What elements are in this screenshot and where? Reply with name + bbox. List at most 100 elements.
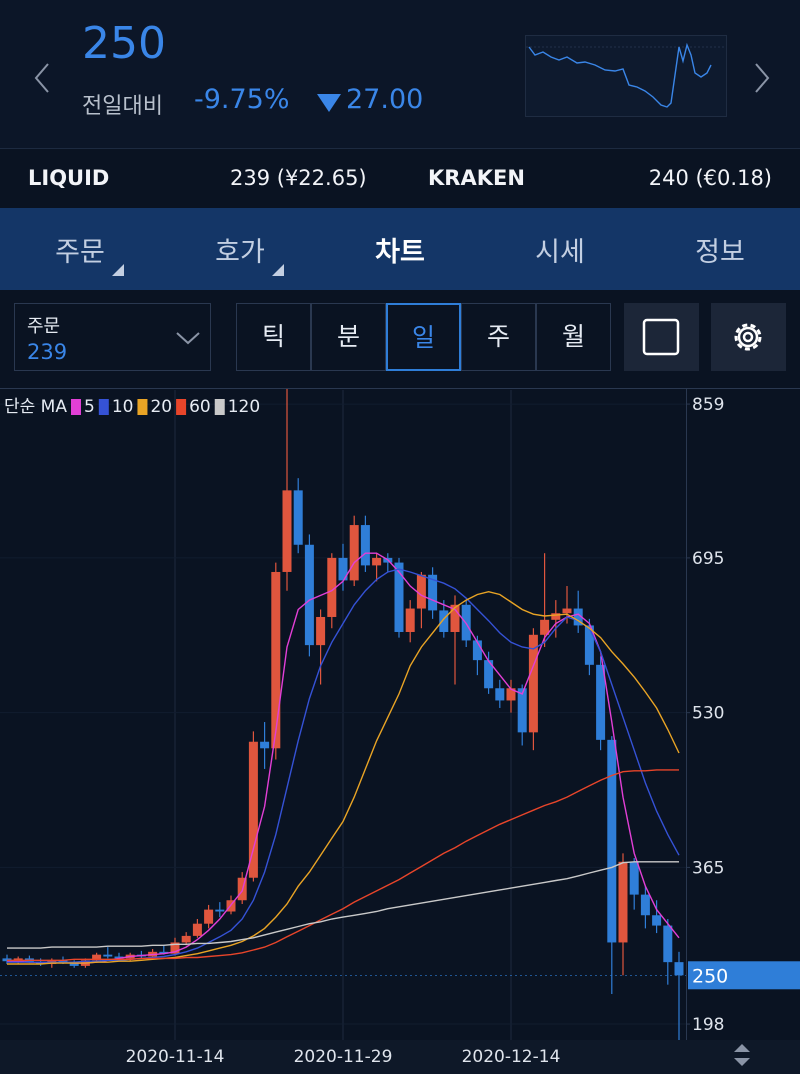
tab-corner [112, 264, 124, 276]
prev-arrow[interactable] [30, 60, 54, 96]
legend-swatch [176, 399, 187, 415]
gear-icon [734, 323, 762, 351]
period-button[interactable]: 주 [461, 303, 536, 371]
legend-swatch [137, 399, 148, 415]
candle-body [271, 571, 281, 749]
period-button[interactable]: 틱 [236, 303, 311, 371]
candle-body [372, 557, 382, 566]
sparkline [525, 35, 727, 117]
candle-body [596, 664, 606, 740]
tab[interactable]: 시세 [535, 237, 585, 268]
legend-label: 20 [150, 397, 172, 417]
legend-swatch [70, 399, 81, 415]
candle-body [204, 909, 214, 924]
down-triangle [317, 94, 341, 112]
candle-body [428, 574, 438, 611]
candle-body [551, 613, 561, 620]
x-tick-label: 2020-11-29 [294, 1047, 393, 1067]
candle-body [69, 963, 79, 966]
candle-body [215, 909, 225, 912]
candle-body [293, 490, 303, 545]
legend-label: 120 [228, 397, 260, 417]
candle-body [439, 610, 449, 632]
exchange-price: 240 (€0.18) [648, 166, 772, 190]
period-button[interactable]: 월 [536, 303, 611, 371]
candle-body [92, 954, 102, 961]
order-label: 주문 [27, 316, 61, 337]
last-price-label: 250 [692, 965, 728, 987]
legend-title: 단순 MA [4, 397, 67, 417]
fullscreen-button[interactable] [624, 303, 699, 371]
tab[interactable]: 정보 [695, 237, 745, 268]
ma-line [7, 568, 680, 963]
candle-body [472, 640, 482, 661]
square-icon [642, 318, 680, 356]
candle-body [103, 954, 113, 957]
x-axis-strip [0, 1040, 800, 1074]
exchange-row [0, 149, 800, 208]
change-percent: -9.75% [194, 84, 290, 115]
y-tick-label: 365 [692, 858, 724, 878]
dropdown-chevron [176, 332, 200, 345]
tab-corner [272, 264, 284, 276]
candle-body [192, 923, 202, 936]
candle-body [674, 962, 684, 976]
candle-body [394, 562, 404, 632]
ma-line [7, 769, 679, 961]
next-arrow[interactable] [750, 60, 774, 96]
candle-body [114, 956, 124, 959]
tab[interactable]: 주문 [55, 237, 105, 268]
candle-body [573, 608, 583, 626]
scroll-icon[interactable] [734, 1044, 750, 1066]
order-select[interactable]: 주문 239 [14, 303, 211, 371]
candle-body [517, 688, 527, 733]
legend-label: 10 [112, 397, 134, 417]
candle-body [405, 608, 415, 632]
candle-body [495, 688, 505, 701]
candle-body [316, 616, 326, 646]
period-button[interactable]: 분 [311, 303, 386, 371]
candle-body [629, 861, 639, 895]
legend-swatch [98, 399, 109, 415]
y-tick-label: 530 [692, 704, 724, 724]
y-tick-label: 695 [692, 549, 724, 569]
candle-body [584, 625, 594, 665]
candle-body [260, 741, 270, 749]
exchange-price: 239 (¥22.65) [230, 166, 367, 190]
legend-label: 5 [84, 397, 95, 417]
tab-bar [0, 208, 800, 290]
candle-body [663, 925, 673, 963]
change-label: 전일대비 [82, 94, 163, 119]
candle-body [652, 915, 662, 926]
candle-body [416, 574, 426, 609]
candle-body [540, 619, 550, 635]
candle-body [562, 608, 572, 614]
candle-body [338, 557, 348, 581]
tab[interactable]: 호가 [215, 237, 265, 268]
candle-body [349, 525, 359, 581]
candle-body [640, 894, 650, 916]
ma-line [7, 861, 679, 949]
candle-body [170, 942, 180, 954]
candle-body [607, 739, 617, 943]
y-tick-label: 198 [692, 1015, 724, 1035]
legend-label: 60 [189, 397, 211, 417]
x-tick-label: 2020-11-14 [126, 1047, 225, 1067]
candle-body [360, 525, 370, 566]
order-value: 239 [27, 340, 68, 364]
settings-button[interactable] [711, 303, 786, 371]
candle-body [506, 688, 516, 701]
x-tick-label: 2020-12-14 [462, 1047, 561, 1067]
y-tick-label: 859 [692, 395, 724, 415]
period-button[interactable]: 일 [386, 303, 461, 371]
last-price-tag [688, 961, 800, 990]
candle-body [248, 741, 258, 878]
candle-body [159, 951, 169, 954]
legend-swatch [214, 399, 225, 415]
exchange-name: LIQUID [28, 166, 110, 190]
candle-body [484, 660, 494, 689]
tab[interactable]: 차트 [375, 237, 425, 268]
candlestick-chart: 2020-11-14 2020-11-29 2020-12-14 859 695 530 3… [0, 388, 800, 1074]
candle-body [528, 634, 538, 733]
